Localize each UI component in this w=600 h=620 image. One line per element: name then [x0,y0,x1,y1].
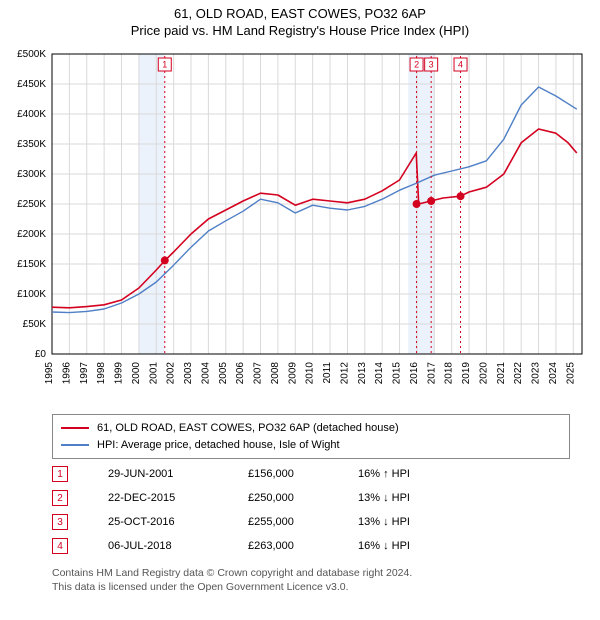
legend-swatch [61,444,89,446]
svg-text:2002: 2002 [166,362,177,385]
chart-svg: £0 £50K £100K £150K £200K £250K £300K £350K £400… [8,48,592,408]
svg-text:£350K: £350K [17,139,46,150]
svg-text:£300K: £300K [17,169,46,180]
svg-text:£450K: £450K [17,79,46,90]
svg-text:2024: 2024 [548,362,559,385]
svg-text:2025: 2025 [565,362,576,385]
sale-row: 3 25-OCT-2016£255,00013% ↓ HPI [52,510,468,534]
title-line-1: 61, OLD ROAD, EAST COWES, PO32 6AP [0,6,600,23]
sale-diff: 16% ↑ HPI [358,468,468,480]
sale-price: £156,000 [248,468,358,480]
svg-text:2009: 2009 [287,362,298,385]
svg-text:2007: 2007 [253,362,264,385]
sale-index-box: 1 [52,466,68,482]
svg-text:2019: 2019 [461,362,472,385]
svg-text:£250K: £250K [17,199,46,210]
svg-text:2006: 2006 [235,362,246,385]
sale-date: 25-OCT-2016 [108,516,248,528]
svg-text:2011: 2011 [322,362,333,384]
svg-text:£500K: £500K [17,49,46,60]
svg-text:4: 4 [458,60,463,70]
sale-price: £255,000 [248,516,358,528]
sale-price: £263,000 [248,540,358,552]
sale-diff: 13% ↓ HPI [358,492,468,504]
svg-text:1996: 1996 [61,362,72,385]
legend-label: HPI: Average price, detached house, Isle… [97,437,340,454]
svg-text:2010: 2010 [305,362,316,385]
sale-diff: 13% ↓ HPI [358,516,468,528]
svg-text:2004: 2004 [200,362,211,385]
footer: Contains HM Land Registry data © Crown c… [52,566,412,594]
sale-date: 06-JUL-2018 [108,540,248,552]
sale-index-box: 3 [52,514,68,530]
svg-text:£100K: £100K [17,289,46,300]
svg-text:£400K: £400K [17,109,46,120]
svg-text:2022: 2022 [513,362,524,385]
price-chart: £0 £50K £100K £150K £200K £250K £300K £350K £400… [8,48,592,408]
legend: 61, OLD ROAD, EAST COWES, PO32 6AP (deta… [52,414,570,459]
svg-text:2015: 2015 [392,362,403,385]
svg-text:1999: 1999 [114,362,125,385]
sale-index-box: 2 [52,490,68,506]
svg-text:2001: 2001 [148,362,159,385]
footer-line-2: This data is licensed under the Open Gov… [52,580,412,594]
svg-text:2020: 2020 [478,362,489,385]
svg-text:2000: 2000 [131,362,142,385]
legend-label: 61, OLD ROAD, EAST COWES, PO32 6AP (deta… [97,420,399,437]
title-line-2: Price paid vs. HM Land Registry's House … [0,23,600,40]
svg-text:2018: 2018 [444,362,455,385]
svg-text:£150K: £150K [17,259,46,270]
svg-text:1998: 1998 [96,362,107,385]
footer-line-1: Contains HM Land Registry data © Crown c… [52,566,412,580]
svg-text:2003: 2003 [183,362,194,385]
svg-text:£0: £0 [35,349,47,360]
svg-text:£50K: £50K [23,319,47,330]
sale-date: 29-JUN-2001 [108,468,248,480]
sale-row: 2 22-DEC-2015£250,00013% ↓ HPI [52,486,468,510]
svg-text:2008: 2008 [270,362,281,385]
svg-text:2013: 2013 [357,362,368,385]
svg-text:2014: 2014 [374,362,385,385]
svg-text:2017: 2017 [426,362,437,385]
svg-text:£200K: £200K [17,229,46,240]
legend-entry: HPI: Average price, detached house, Isle… [61,437,561,454]
sale-index-box: 4 [52,538,68,554]
svg-text:2: 2 [414,60,419,70]
legend-swatch [61,427,89,429]
sale-diff: 16% ↓ HPI [358,540,468,552]
svg-text:2012: 2012 [339,362,350,385]
sale-row: 4 06-JUL-2018£263,00016% ↓ HPI [52,534,468,558]
svg-text:2021: 2021 [496,362,507,385]
chart-title-block: 61, OLD ROAD, EAST COWES, PO32 6AP Price… [0,0,600,40]
sale-date: 22-DEC-2015 [108,492,248,504]
sale-price: £250,000 [248,492,358,504]
svg-text:3: 3 [429,60,434,70]
svg-text:1997: 1997 [79,362,90,385]
svg-text:1: 1 [162,60,167,70]
sale-row: 1 29-JUN-2001£156,00016% ↑ HPI [52,462,468,486]
legend-entry: 61, OLD ROAD, EAST COWES, PO32 6AP (deta… [61,420,561,437]
svg-text:2016: 2016 [409,362,420,385]
sales-table: 1 29-JUN-2001£156,00016% ↑ HPI 2 22-DEC-201… [52,462,468,558]
svg-text:1995: 1995 [44,362,55,385]
svg-text:2023: 2023 [531,362,542,385]
svg-text:2005: 2005 [218,362,229,385]
